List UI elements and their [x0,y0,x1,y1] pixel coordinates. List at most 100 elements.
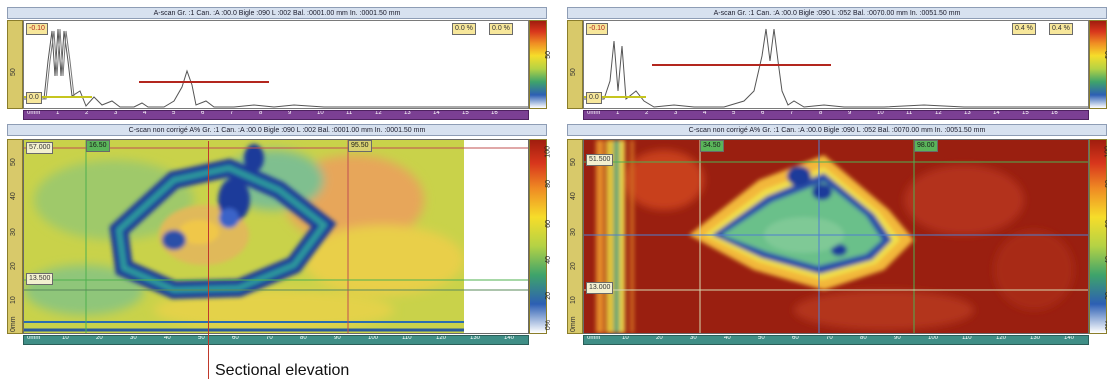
cursor-v2-value[interactable]: 13.000 [586,282,614,294]
cursor-h2-value[interactable]: 98.00 [914,140,938,152]
depth-label: 50 [10,158,17,166]
depth-label: 10 [10,296,17,304]
gate-start-value[interactable]: -0.10 [26,23,48,35]
ruler-tick: 70 [266,335,273,341]
ruler-tick: 13 [964,110,971,116]
ascan-title-bar: A-scan Gr. :1 Can. :A :00.0 Bigle :090 L… [7,7,547,19]
ruler-tick: 7 [790,110,794,116]
ruler-tick: 7 [230,110,234,116]
ruler-tick: 9 [848,110,852,116]
ruler-tick: 2 [645,110,649,116]
cursor-v1-value[interactable]: 57.000 [26,142,54,154]
ruler-tick: 2 [85,110,89,116]
cursor-h1-value[interactable]: 34.50 [700,140,724,152]
depth-label: 10 [570,296,577,304]
ruler-tick: 30 [130,335,137,341]
ruler-tick: 10 [877,110,884,116]
ruler-tick: 130 [470,335,481,341]
amplitude-percent-a[interactable]: 0.4 % [1012,23,1036,35]
ruler-tick: 30 [690,335,697,341]
depth-label: 0mm [10,316,17,332]
ruler-tick: 80 [300,335,307,341]
cscan-image[interactable]: 51.500 34.50 98.00 13.000 [583,139,1089,334]
cscan-heatmap [584,140,1088,333]
ruler-tick: 20 [96,335,103,341]
ruler-tick: 6 [761,110,765,116]
amp-label: 20 [545,292,552,300]
ruler-tick: 50 [198,335,205,341]
ruler-tick: 100 [368,335,379,341]
amp-label: 40 [545,256,552,264]
ruler-tick: 100 [928,335,939,341]
ascan-depth-label: 50 [570,68,577,76]
right-scan-panel: A-scan Gr. :1 Can. :A :00.0 Bigle :090 L… [567,7,1107,352]
ruler-tick: 10 [62,335,69,341]
ascan-depth-strip[interactable]: 50 [567,20,583,109]
ascan-plot[interactable]: -0.10 0.0 0.4 % 0.4 % [583,20,1089,109]
ascan-ruler[interactable]: 0mm 1 2 3 4 5 6 7 8 9 10 11 12 13 14 15 … [583,110,1089,120]
cscan-ruler[interactable]: 0mm 10 20 30 40 50 60 70 80 90 100 110 1… [23,335,529,345]
ruler-tick: 90 [894,335,901,341]
ascan-depth-strip[interactable]: 50 [7,20,23,109]
ascan-depth-label: 50 [10,68,17,76]
ruler-tick: 15 [1022,110,1029,116]
ruler-tick: 16 [491,110,498,116]
ruler-tick: 10 [622,335,629,341]
ruler-tick: 15 [462,110,469,116]
cscan-ruler[interactable]: 0mm 10 20 30 40 50 60 70 80 90 100 110 1… [583,335,1089,345]
amplitude-percent-b[interactable]: 0.0 % [489,23,513,35]
cursor-v1-value[interactable]: 51.500 [586,154,614,166]
ruler-tick: 110 [962,335,972,341]
depth-label: 20 [570,262,577,270]
amp-label: 100 [545,146,552,158]
ascan-plot[interactable]: -0.10 0.0 0.0 % 0.0 % [23,20,529,109]
ruler-tick: 1 [56,110,60,116]
ruler-tick: 0mm [587,335,601,341]
cursor-h1-value[interactable]: 16.50 [86,140,110,152]
ruler-tick: 10 [317,110,324,116]
ruler-tick: 140 [504,335,515,341]
cscan-depth-strip[interactable]: 50 40 30 20 10 0mm [567,139,583,334]
cscan-amplitude-scale[interactable]: 100 80 60 40 20 0% [529,139,552,334]
depth-label: 20 [10,262,17,270]
ascan-amplitude-scale[interactable]: 50 [529,20,552,109]
ruler-tick: 50 [758,335,765,341]
ruler-tick: 110 [402,335,412,341]
ruler-tick: 3 [114,110,118,116]
depth-label: 30 [10,228,17,236]
ruler-tick: 80 [860,335,867,341]
amp-scale-label: 50 [545,51,552,59]
ruler-tick: 70 [826,335,833,341]
depth-label: 40 [570,192,577,200]
ruler-tick: 5 [732,110,736,116]
amplitude-percent-a[interactable]: 0.0 % [452,23,476,35]
ascan-amplitude-scale[interactable]: 50 [1089,20,1107,109]
ruler-tick: 9 [288,110,292,116]
cscan-depth-strip[interactable]: 50 40 30 20 10 0mm [7,139,23,334]
ruler-tick: 5 [172,110,176,116]
cscan-amplitude-scale[interactable]: 100 80 60 40 20 0% [1089,139,1107,334]
ruler-tick: 1 [616,110,620,116]
ruler-tick: 0mm [27,110,41,116]
cursor-v2-value[interactable]: 13.500 [26,273,54,285]
ruler-tick: 130 [1030,335,1041,341]
depth-label: 30 [570,228,577,236]
ascan-ruler[interactable]: 0mm 1 2 3 4 5 6 7 8 9 10 11 12 13 14 15 … [23,110,529,120]
gate-low-value[interactable]: 0.0 [26,92,42,104]
ruler-tick: 90 [334,335,341,341]
amplitude-percent-b[interactable]: 0.4 % [1049,23,1073,35]
ruler-tick: 16 [1051,110,1058,116]
ruler-tick: 13 [404,110,411,116]
amp-label: 80 [545,180,552,188]
ruler-tick: 40 [164,335,171,341]
ruler-tick: 6 [201,110,205,116]
ruler-tick: 4 [703,110,707,116]
cscan-image[interactable]: 57.000 16.50 95.50 13.500 [23,139,529,334]
gate-low-value[interactable]: 0.0 [586,92,602,104]
gate-start-value[interactable]: -0.10 [586,23,608,35]
amp-label: 60 [545,220,552,228]
ruler-tick: 11 [346,110,353,116]
ruler-tick: 0mm [27,335,41,341]
ruler-tick: 14 [433,110,440,116]
cursor-h2-value[interactable]: 95.50 [348,140,372,152]
